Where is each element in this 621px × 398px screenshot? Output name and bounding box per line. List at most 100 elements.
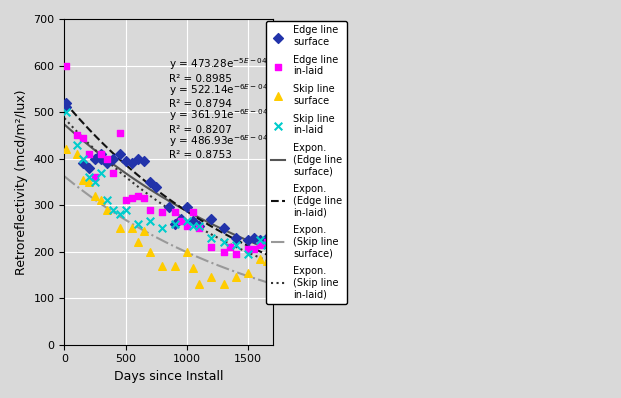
- Skip line
surface: [115, 225, 125, 232]
- Skip line
in-laid: [102, 197, 112, 204]
- Skip line
in-laid: [261, 242, 271, 248]
- Edge line
in-laid: [145, 207, 155, 213]
- Edge line
in-laid: [133, 193, 143, 199]
- Edge line
surface: [61, 100, 71, 106]
- Edge line
in-laid: [115, 130, 125, 136]
- Skip line
surface: [219, 281, 229, 287]
- Skip line
in-laid: [84, 174, 94, 180]
- Skip line
in-laid: [207, 234, 217, 241]
- Edge line
surface: [188, 218, 198, 224]
- Skip line
in-laid: [71, 141, 81, 148]
- Edge line
surface: [243, 237, 253, 243]
- Skip line
in-laid: [158, 225, 168, 232]
- Skip line
in-laid: [115, 211, 125, 218]
- Edge line
in-laid: [78, 135, 88, 141]
- Edge line
surface: [78, 160, 88, 166]
- Edge line
surface: [231, 234, 241, 241]
- Skip line
surface: [78, 176, 88, 183]
- Edge line
in-laid: [219, 248, 229, 255]
- Edge line
surface: [96, 155, 106, 162]
- Skip line
in-laid: [61, 109, 71, 115]
- Edge line
surface: [61, 104, 71, 111]
- Edge line
surface: [133, 155, 143, 162]
- Edge line
in-laid: [90, 174, 100, 180]
- Skip line
surface: [194, 281, 204, 287]
- Edge line
in-laid: [109, 170, 119, 176]
- Edge line
surface: [152, 183, 161, 190]
- Edge line
surface: [127, 160, 137, 166]
- Skip line
in-laid: [109, 207, 119, 213]
- Edge line
in-laid: [261, 239, 271, 246]
- Edge line
in-laid: [182, 223, 192, 229]
- X-axis label: Days since Install: Days since Install: [114, 370, 224, 383]
- Edge line
in-laid: [176, 218, 186, 224]
- Edge line
in-laid: [102, 155, 112, 162]
- Skip line
in-laid: [170, 220, 179, 227]
- Skip line
surface: [207, 274, 217, 281]
- Edge line
in-laid: [96, 151, 106, 157]
- Skip line
surface: [61, 146, 71, 152]
- Edge line
surface: [120, 158, 130, 164]
- Skip line
in-laid: [120, 207, 130, 213]
- Edge line
in-laid: [61, 62, 71, 69]
- Edge line
surface: [176, 216, 186, 222]
- Skip line
surface: [139, 228, 149, 234]
- Edge line
in-laid: [250, 246, 260, 252]
- Edge line
surface: [163, 204, 173, 211]
- Edge line
surface: [145, 179, 155, 185]
- Y-axis label: Retroreflectivity (mcd/m²/lux): Retroreflectivity (mcd/m²/lux): [15, 89, 28, 275]
- Skip line
in-laid: [219, 239, 229, 246]
- Edge line
in-laid: [127, 195, 137, 201]
- Edge line
surface: [250, 234, 260, 241]
- Edge line
surface: [194, 223, 204, 229]
- Edge line
surface: [261, 234, 271, 241]
- Edge line
surface: [182, 204, 192, 211]
- Skip line
surface: [231, 274, 241, 281]
- Skip line
surface: [71, 151, 81, 157]
- Skip line
surface: [243, 269, 253, 276]
- Skip line
in-laid: [96, 170, 106, 176]
- Edge line
in-laid: [139, 195, 149, 201]
- Skip line
in-laid: [188, 223, 198, 229]
- Edge line
surface: [115, 151, 125, 157]
- Edge line
surface: [255, 237, 265, 243]
- Edge line
in-laid: [71, 132, 81, 139]
- Edge line
surface: [102, 160, 112, 166]
- Skip line
surface: [158, 262, 168, 269]
- Edge line
surface: [96, 151, 106, 157]
- Skip line
surface: [170, 262, 179, 269]
- Edge line
in-laid: [207, 244, 217, 250]
- Skip line
surface: [96, 197, 106, 204]
- Edge line
surface: [109, 155, 119, 162]
- Edge line
in-laid: [225, 244, 235, 250]
- Edge line
in-laid: [84, 151, 94, 157]
- Edge line
in-laid: [243, 246, 253, 252]
- Edge line
in-laid: [231, 251, 241, 257]
- Legend: Edge line
surface, Edge line
in-laid, Skip line
surface, Skip line
in-laid, Expo: Edge line surface, Edge line in-laid, Sk…: [266, 21, 347, 304]
- Edge line
in-laid: [188, 209, 198, 215]
- Edge line
surface: [219, 225, 229, 232]
- Edge line
in-laid: [255, 242, 265, 248]
- Edge line
surface: [139, 158, 149, 164]
- Edge line
surface: [170, 220, 179, 227]
- Skip line
in-laid: [231, 242, 241, 248]
- Skip line
in-laid: [145, 218, 155, 224]
- Text: y = 486.93e$^{-6E-04x}$
R² = 0.8753: y = 486.93e$^{-6E-04x}$ R² = 0.8753: [168, 133, 273, 160]
- Edge line
in-laid: [170, 209, 179, 215]
- Skip line
in-laid: [90, 179, 100, 185]
- Skip line
in-laid: [194, 223, 204, 229]
- Skip line
surface: [133, 239, 143, 246]
- Edge line
in-laid: [158, 209, 168, 215]
- Skip line
in-laid: [133, 220, 143, 227]
- Edge line
in-laid: [120, 197, 130, 204]
- Skip line
in-laid: [255, 237, 265, 243]
- Skip line
surface: [145, 248, 155, 255]
- Skip line
surface: [261, 258, 271, 264]
- Edge line
in-laid: [194, 225, 204, 232]
- Edge line
surface: [207, 216, 217, 222]
- Edge line
surface: [84, 165, 94, 171]
- Skip line
surface: [102, 207, 112, 213]
- Skip line
surface: [90, 193, 100, 199]
- Skip line
surface: [188, 265, 198, 271]
- Text: y = 522.14e$^{-6E-04x}$
R² = 0.8794: y = 522.14e$^{-6E-04x}$ R² = 0.8794: [168, 82, 273, 109]
